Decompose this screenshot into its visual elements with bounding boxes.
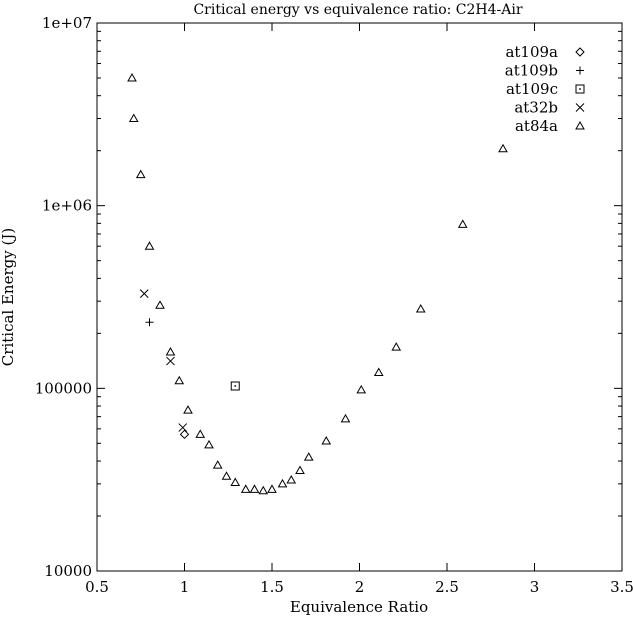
- x-tick-label: 1: [180, 578, 190, 596]
- axis-tick-labels: 0.5 1 1.5 2 2.5 3 3.5 10000 100000 1e+06 1e+07: [35, 14, 633, 596]
- legend-label-at84a: at84a: [515, 117, 558, 135]
- legend-marker-at109b: [576, 66, 584, 75]
- data-point-at109a: [179, 429, 190, 440]
- marker-square: [575, 84, 585, 94]
- y-tick-label: 1e+07: [42, 14, 92, 32]
- x-tick-label: 0.5: [85, 578, 109, 596]
- marker-dot: [579, 88, 581, 90]
- legend-marker-at84a: [575, 120, 585, 130]
- data-point-at84a: [267, 484, 277, 493]
- data-point-at84a: [340, 413, 351, 423]
- data-point-at84a: [295, 465, 305, 474]
- data-point-at84a: [204, 439, 214, 449]
- legend-marker-at32b: [575, 103, 585, 112]
- data-point-at109b: [145, 318, 154, 327]
- data-point-at84a: [144, 241, 155, 250]
- y-tick-label: 10000: [44, 562, 92, 580]
- data-point-at84a: [258, 485, 269, 495]
- x-tick-label: 3: [530, 578, 540, 596]
- legend-label-at109c: at109c: [506, 80, 558, 98]
- legend-marker-at109a: [575, 47, 585, 57]
- legend-label-at32b: at32b: [514, 99, 558, 117]
- data-point-at84a: [183, 405, 193, 414]
- x-tick-label: 1.5: [260, 578, 284, 596]
- data-points: [127, 72, 508, 495]
- data-point-at32b: [178, 423, 188, 432]
- x-axis-label: Equivalence Ratio: [290, 598, 428, 616]
- data-point-at84a: [221, 471, 232, 480]
- data-point-at84a: [373, 367, 384, 377]
- data-point-at84a: [277, 478, 288, 488]
- data-point-at84a: [127, 72, 137, 82]
- data-point-at84a: [391, 342, 402, 351]
- y-tick-label: 100000: [35, 379, 92, 397]
- marker-square: [230, 381, 240, 391]
- data-point-at84a: [498, 143, 508, 153]
- y-tick-label: 1e+06: [42, 197, 92, 215]
- data-point-at84a: [286, 474, 297, 484]
- data-point-at84a: [212, 460, 223, 469]
- data-point-at84a: [230, 477, 241, 487]
- data-point-at84a: [165, 347, 176, 356]
- x-tick-label: 2: [355, 578, 365, 596]
- data-point-at84a: [128, 113, 139, 123]
- x-tick-label: 3.5: [610, 578, 633, 596]
- data-point-at84a: [415, 303, 426, 313]
- data-point-at109c: [230, 381, 240, 391]
- data-point-at84a: [303, 452, 314, 461]
- data-point-at84a: [195, 429, 206, 438]
- data-point-at84a: [249, 484, 260, 493]
- data-point-at84a: [321, 435, 332, 445]
- legend-marker-at109c: [575, 84, 585, 94]
- data-point-at84a: [174, 375, 185, 385]
- legend-label-at109b: at109b: [505, 62, 558, 80]
- data-point-at84a: [356, 384, 367, 394]
- legend-label-at109a: at109a: [505, 43, 558, 61]
- data-point-at84a: [135, 169, 146, 179]
- axis-ticks: [96, 22, 623, 572]
- data-point-at32b: [139, 289, 149, 298]
- data-point-at84a: [457, 219, 468, 228]
- data-point-at32b: [166, 356, 175, 366]
- data-point-at84a: [240, 484, 251, 493]
- chart-title: Critical energy vs equivalence ratio: C2…: [193, 2, 522, 18]
- y-axis-label: Critical Energy (J): [0, 228, 17, 366]
- marker-dot: [234, 385, 237, 387]
- x-tick-label: 2.5: [435, 578, 459, 596]
- data-point-at84a: [155, 300, 165, 309]
